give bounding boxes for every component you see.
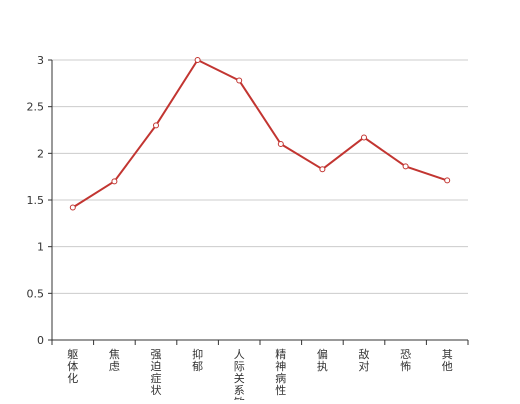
y-tick-label: 2 — [37, 147, 44, 160]
data-point — [319, 166, 326, 173]
data-point — [402, 163, 409, 170]
data-point — [194, 57, 201, 63]
x-tick-label: 其他 — [442, 348, 453, 373]
data-point — [361, 134, 367, 141]
y-tick-label: 1 — [37, 241, 44, 254]
data-point — [111, 178, 118, 185]
data-point — [277, 141, 284, 147]
x-tick-label: 躯体化 — [67, 348, 78, 385]
grid-layer — [52, 59, 468, 294]
y-tick-label: 0.5 — [27, 287, 45, 300]
y-tick-label: 3 — [37, 54, 44, 67]
data-point — [444, 177, 451, 184]
y-tick-label: 0 — [37, 334, 44, 347]
x-tick-label: 强迫症状 — [151, 348, 162, 397]
x-tick-label: 恐怖 — [400, 348, 411, 373]
x-tick-label: 偏执 — [317, 347, 328, 373]
y-tick-label: 1.5 — [27, 194, 45, 207]
series-line — [72, 59, 448, 209]
x-tick-label: 精神病性 — [275, 348, 286, 397]
data-point — [153, 122, 159, 129]
axis-layer — [48, 59, 469, 345]
x-tick-label: 抑郁 — [192, 347, 203, 373]
series-layer — [69, 57, 451, 211]
data-point — [69, 204, 76, 211]
y-tick-label: 2.5 — [27, 101, 45, 114]
x-tick-label: 敌对 — [359, 347, 370, 373]
x-tick-label: 人际关系敏感 — [234, 348, 245, 400]
data-point — [236, 77, 243, 84]
label-layer: 0 0.5 1 1.5 2 2.5 3 躯体化 焦虑 强迫症状 抑郁 人际关系敏感 精神病性 偏执 敌对 恐怖… — [27, 54, 453, 404]
x-tick-label: 焦虑 — [109, 348, 120, 373]
